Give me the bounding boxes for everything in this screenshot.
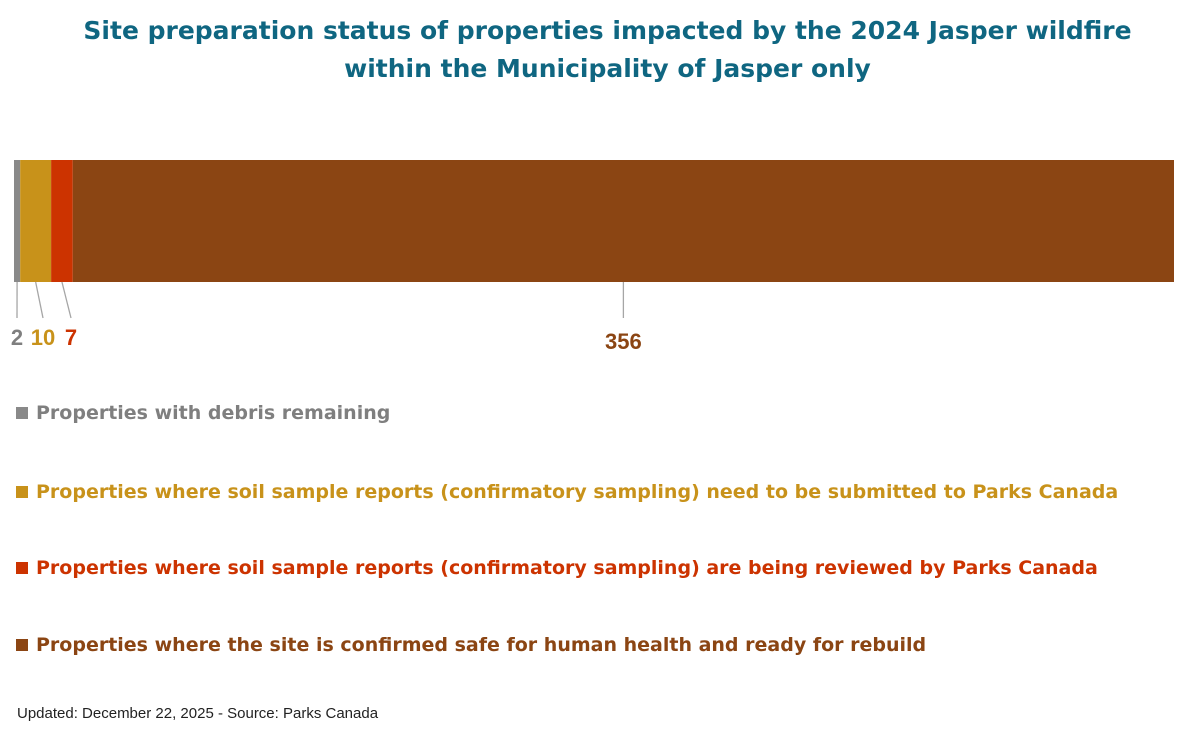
data-label-submit: 10 — [31, 325, 55, 350]
legend-swatch-review — [16, 562, 28, 574]
legend-item-submit: Properties where soil sample reports (co… — [16, 481, 1118, 503]
legend-label-submit: Properties where soil sample reports (co… — [36, 481, 1119, 503]
data-label-review: 7 — [65, 325, 77, 350]
footer-source-note: Updated: December 22, 2025 - Source: Par… — [17, 705, 379, 722]
legend-label-review: Properties where soil sample reports (co… — [36, 557, 1098, 579]
legend-swatch-submit — [16, 486, 28, 498]
data-label-debris: 2 — [11, 325, 23, 350]
bar-segment-ready — [72, 160, 1174, 282]
bar-segment-submit — [20, 160, 52, 282]
legend-label-debris: Properties with debris remaining — [36, 402, 391, 424]
legend-item-debris: Properties with debris remaining — [16, 402, 390, 424]
leader-line-review — [61, 281, 72, 319]
data-label-ready: 356 — [605, 329, 642, 354]
chart-title-line-2: within the Municipality of Jasper only — [344, 54, 871, 83]
bar-segment-debris — [14, 160, 21, 282]
legend-swatch-ready — [16, 639, 28, 651]
legend-swatch-debris — [16, 407, 28, 419]
leader-line-submit — [35, 281, 44, 319]
stacked-bar-chart: 2 10 7 356 — [11, 160, 1174, 354]
chart-title: Site preparation status of properties im… — [0, 12, 1200, 88]
legend-item-review: Properties where soil sample reports (co… — [16, 557, 1098, 579]
legend-item-ready: Properties where the site is confirmed s… — [16, 634, 926, 656]
legend-label-ready: Properties where the site is confirmed s… — [36, 634, 927, 656]
chart-title-line-1: Site preparation status of properties im… — [83, 16, 1132, 45]
bar-segment-review — [51, 160, 73, 282]
